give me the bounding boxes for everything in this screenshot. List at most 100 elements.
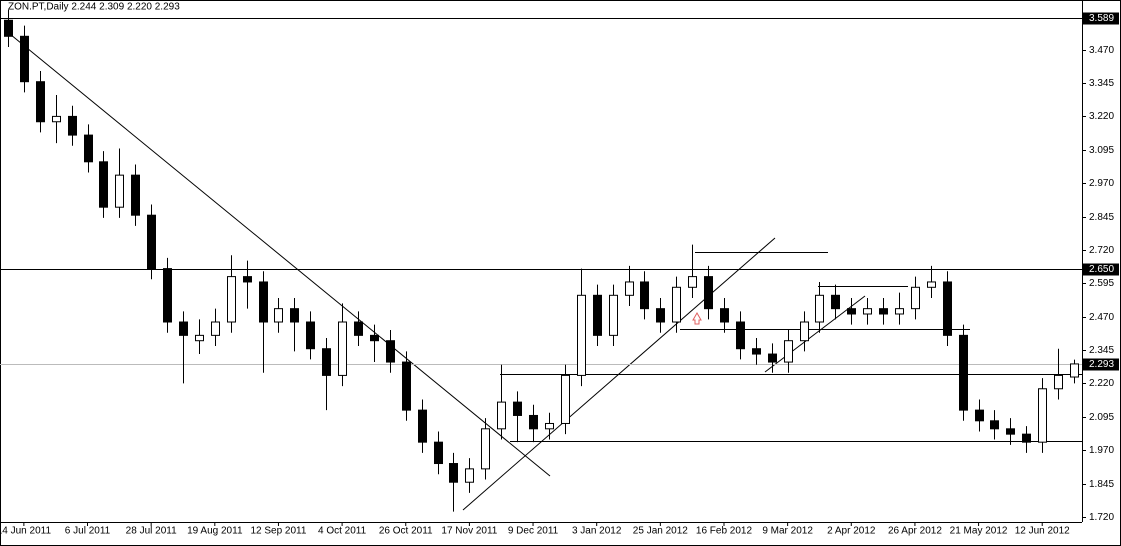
candle-body (4, 19, 13, 37)
x-tick-label: 12 Jun 2012 (1015, 526, 1070, 537)
y-tick-label: 2.345 (1089, 345, 1114, 356)
candle-body (370, 334, 379, 342)
price-label-box (1083, 12, 1119, 25)
y-tick-label: 3.345 (1089, 78, 1114, 89)
price-label: 2.650 (1089, 264, 1114, 275)
candle-body (163, 268, 172, 323)
candle-body (402, 361, 411, 411)
candle-body (465, 468, 474, 483)
y-tick-label: 2.970 (1089, 178, 1114, 189)
x-tick-label: 4 Oct 2011 (318, 526, 367, 537)
candle-body (354, 321, 363, 336)
candle-body (577, 294, 586, 376)
candle-body (672, 286, 681, 323)
drawn-objects (4, 29, 1082, 511)
y-tick-label: 1.845 (1089, 479, 1114, 490)
y-tick-label: 1.720 (1089, 512, 1114, 523)
chart-title: ZON.PT,Daily 2.244 2.309 2.220 2.293 (8, 2, 180, 13)
price-label-box (1083, 263, 1119, 276)
candle-body (259, 281, 268, 323)
candle-body (52, 115, 61, 123)
y-tick-label: 2.845 (1089, 212, 1114, 223)
y-tick-label: 2.220 (1089, 378, 1114, 389)
candle-body (131, 174, 140, 216)
candle-body (927, 281, 936, 288)
candle-body (211, 321, 220, 336)
candle-body (561, 374, 570, 424)
candle-body (513, 401, 522, 416)
candle-body (704, 276, 713, 310)
candle-body (688, 276, 697, 288)
candle-body (84, 134, 93, 163)
candle-body (497, 401, 506, 430)
candle-body (911, 286, 920, 310)
x-tick-label: 21 May 2012 (950, 526, 1008, 537)
x-tick-label: 17 Nov 2011 (441, 526, 497, 537)
y-tick-label: 2.470 (1089, 312, 1114, 323)
candle-body (147, 214, 156, 270)
candle-body (784, 340, 793, 363)
arrow-marker (692, 311, 702, 325)
y-tick-label: 1.970 (1089, 445, 1114, 456)
candle-body (959, 334, 968, 411)
y-tick-label: 2.595 (1089, 278, 1114, 289)
x-tick-label: 26 Apr 2012 (888, 526, 942, 537)
candle-body (179, 321, 188, 336)
candle-body (720, 308, 729, 323)
x-tick-label: 19 Aug 2011 (187, 526, 243, 537)
x-tick-label: 6 Jul 2011 (65, 526, 111, 537)
candle-body (800, 321, 809, 342)
candle-body (99, 161, 108, 208)
x-tick-label: 3 Jan 2012 (572, 526, 622, 537)
candle-body (975, 409, 984, 422)
candle-body (815, 294, 824, 323)
candle-body (434, 441, 443, 465)
candle-body (227, 276, 236, 323)
candle-body (609, 294, 618, 336)
candle-body (593, 294, 602, 336)
y-tick-label: 3.220 (1089, 111, 1114, 122)
candle-body (20, 35, 29, 83)
y-tick-label: 2.720 (1089, 245, 1114, 256)
candle-body (274, 308, 283, 323)
candle-body (481, 428, 490, 470)
candle-body (863, 308, 872, 315)
candle-body (449, 463, 458, 483)
candle-body (1022, 433, 1031, 443)
x-tick-label: 14 Jun 2011 (0, 526, 51, 537)
candle-body (1054, 374, 1063, 390)
x-tick-label: 12 Sep 2011 (250, 526, 306, 537)
x-tick-label: 28 Jul 2011 (126, 526, 177, 537)
price-label: 2.293 (1089, 359, 1114, 370)
candle-body (68, 115, 77, 136)
x-tick-label: 9 Dec 2011 (508, 526, 559, 537)
candle-body (545, 422, 554, 430)
candle-body (640, 281, 649, 310)
candle-body (36, 81, 45, 123)
price-label-box (1083, 358, 1119, 371)
candle-body (943, 281, 952, 336)
candle-body (879, 308, 888, 315)
candle-body (895, 308, 904, 315)
candle-body (115, 174, 124, 208)
candle-body (322, 348, 331, 376)
trend-line (4, 29, 551, 477)
candle-body (847, 308, 856, 315)
candle-body (1006, 428, 1015, 435)
candle-body (243, 276, 252, 283)
x-tick-label: 16 Feb 2012 (696, 526, 753, 537)
price-label: 3.589 (1089, 13, 1114, 24)
candle-body (195, 334, 204, 342)
candle-body (752, 348, 761, 355)
candle-body (625, 281, 634, 296)
candle-body (529, 414, 538, 430)
candle-body (831, 294, 840, 310)
y-tick-label: 3.470 (1089, 45, 1114, 56)
y-tick-label: 3.095 (1089, 145, 1114, 156)
candle-body (1038, 388, 1047, 443)
candle-body (736, 321, 745, 350)
x-tick-label: 9 Mar 2012 (762, 526, 813, 537)
candle-body (290, 308, 299, 323)
